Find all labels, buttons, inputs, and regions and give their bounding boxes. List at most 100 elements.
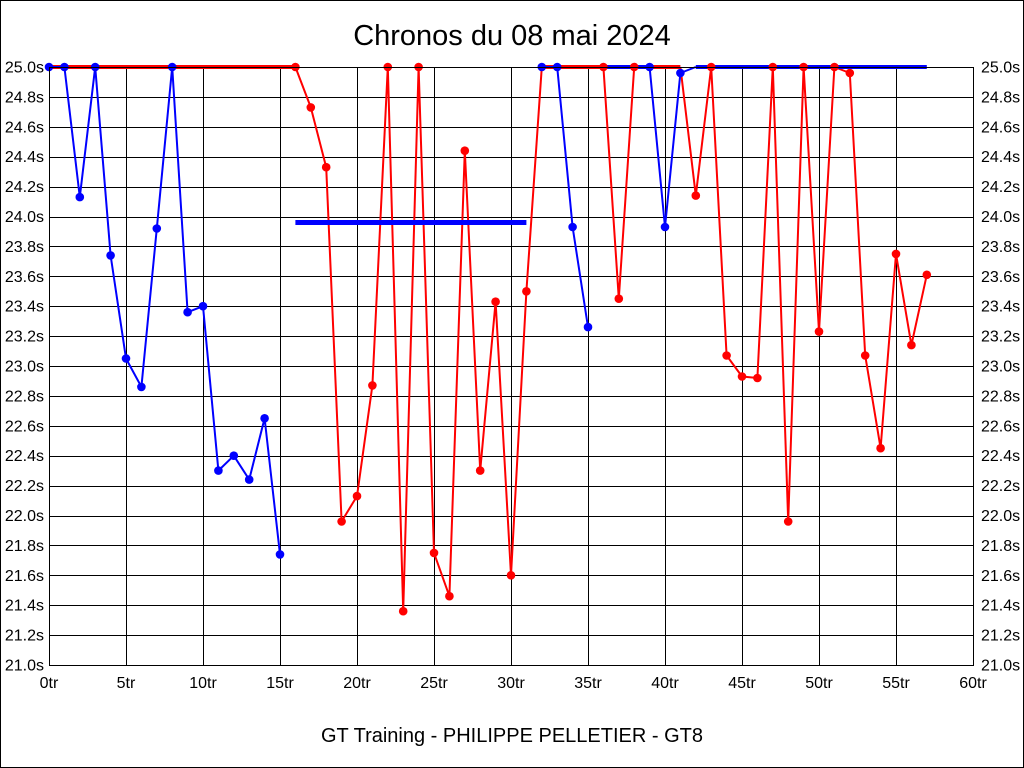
red-driver-data-point [506,571,516,580]
y-axis-tick-label-left: 23.0s [5,359,44,376]
y-axis-tick-label-right: 21.6s [981,568,1020,585]
blue-driver-data-point [183,307,192,317]
y-axis-tick-label-left: 23.2s [5,329,44,346]
red-driver-data-point [352,491,362,501]
y-axis-tick-label-left: 21.0s [5,658,44,675]
y-axis-tick-label-left: 24.0s [5,209,44,226]
axis-layer: 25.0s 25.0s 24.8s 24.8s 24.6s 24.6s 24.4s 24.4s… [5,60,1020,693]
red-driver-data-point [429,548,439,558]
red-driver-data-point [460,146,470,155]
red-driver-data-point [876,443,885,453]
red-driver-data-point [306,103,316,112]
red-driver-data-point [891,249,901,259]
y-axis-tick-label-left: 22.8s [5,388,44,405]
y-axis-tick-label-right: 22.0s [981,508,1020,525]
blue-driver-data-point [244,475,254,484]
red-driver-data-point [737,372,747,381]
blue-driver-data-point [676,68,685,78]
red-driver-data-point [475,466,485,475]
red-driver-data-point [845,68,855,78]
chart-footer: GT Training - PHILIPPE PELLETIER - GT8 [321,725,703,747]
y-axis-tick-label-right: 24.8s [981,89,1020,106]
y-axis-tick-label-right: 21.2s [981,628,1020,645]
y-axis-tick-label-right: 23.8s [981,239,1020,256]
y-axis-tick-label-right: 25.0s [981,60,1020,77]
x-axis-tick-label: 0tr [40,675,59,692]
y-axis-tick-label-right: 24.2s [981,179,1020,196]
x-axis-tick-label: 45tr [728,675,756,692]
y-axis-tick-label-left: 23.8s [5,239,44,256]
y-axis-tick-label-right: 21.0s [981,658,1020,675]
x-axis-tick-label: 10tr [189,675,217,692]
y-axis-tick-label-left: 21.8s [5,538,44,555]
red-driver-data-point [814,327,824,336]
blue-driver-data-point [583,322,593,332]
y-axis-tick-label-right: 21.4s [981,598,1020,615]
red-driver-data-point [321,162,331,172]
red-driver-data-point [368,381,377,390]
y-axis-tick-label-right: 23.2s [981,329,1020,346]
x-axis-tick-label: 40tr [651,675,679,692]
y-axis-tick-label-right: 21.8s [981,538,1020,555]
x-axis-tick-label: 25tr [420,675,448,692]
red-driver-data-point [337,517,346,526]
red-driver-data-point [922,270,932,280]
y-axis-tick-label-right: 24.0s [981,209,1020,226]
blue-driver-line-segment [648,66,697,228]
chart-title: Chronos du 08 mai 2024 [353,20,671,52]
red-driver-data-point [722,351,731,360]
y-axis-tick-label-right: 22.2s [981,478,1020,495]
red-driver-data-point [614,294,624,304]
red-driver-data-point [398,606,408,616]
x-axis-tick-label: 30tr [497,675,525,692]
x-axis-tick-label: 20tr [343,675,371,692]
y-axis-tick-label-right: 23.0s [981,359,1020,376]
blue-driver-data-point [214,466,223,475]
y-axis-tick-label-left: 21.6s [5,568,44,585]
y-axis-tick-label-left: 24.6s [5,119,44,136]
red-driver-data-point [522,287,531,296]
x-axis-tick-label: 15tr [266,675,294,692]
y-axis-tick-label-right: 22.8s [981,388,1020,405]
y-axis-tick-label-left: 23.4s [5,299,44,316]
y-axis-tick-label-left: 22.2s [5,478,44,495]
blue-driver-data-point [75,192,85,202]
y-axis-tick-label-left: 24.8s [5,89,44,106]
y-axis-tick-label-left: 24.2s [5,179,44,196]
blue-driver-data-point [137,382,146,392]
y-axis-tick-label-right: 22.6s [981,418,1020,435]
x-axis-tick-label: 55tr [882,675,910,692]
blue-driver-data-point [121,354,131,363]
blue-driver-data-point [568,222,577,232]
x-axis-tick-label: 5tr [117,675,136,692]
y-axis-tick-label-right: 23.6s [981,269,1020,286]
y-axis-tick-label-right: 22.4s [981,448,1020,465]
red-driver-data-point [691,191,701,200]
red-driver-data-point [491,297,500,307]
red-driver-data-point [753,373,762,383]
blue-driver-data-point [660,222,670,232]
x-axis-tick-label: 50tr [805,675,833,692]
blue-driver-line-segment [49,66,281,555]
blue-driver-data-point [229,451,239,461]
blue-driver-data-point [152,224,162,233]
x-axis-tick-label: 60tr [959,675,987,692]
y-axis-tick-label-left: 21.4s [5,598,44,615]
x-axis-tick-label: 35tr [574,675,602,692]
y-axis-tick-label-left: 22.0s [5,508,44,525]
y-axis-tick-label-right: 23.4s [981,299,1020,316]
red-driver-data-point [445,591,454,601]
y-axis-tick-label-left: 22.6s [5,418,44,435]
blue-driver-data-point [275,550,285,559]
blue-driver-data-point [260,414,269,423]
plot-border [49,67,974,666]
red-driver-data-point [860,351,870,360]
y-axis-tick-label-left: 25.0s [5,60,44,77]
blue-driver-data-point [106,251,115,260]
y-axis-tick-label-right: 24.6s [981,119,1020,136]
y-axis-tick-label-left: 21.2s [5,628,44,645]
y-axis-tick-label-left: 24.4s [5,149,44,166]
red-driver-data-point [783,517,793,526]
